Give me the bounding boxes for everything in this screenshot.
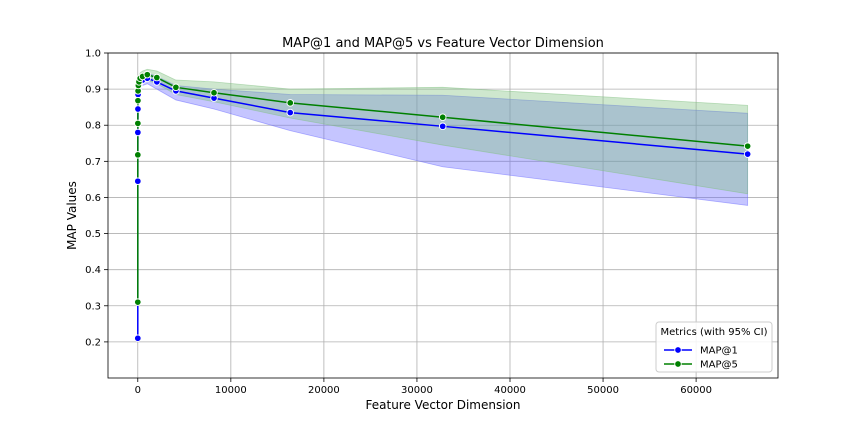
x-tick-label: 50000	[587, 385, 619, 396]
x-tick-label: 10000	[215, 385, 247, 396]
map5-legend-label: MAP@5	[700, 360, 738, 371]
x-tick-label: 60000	[680, 385, 712, 396]
axis-ticks: 0 10000 20000 30000 40000 50000 60000 0.2 0.3 0.4…	[85, 49, 712, 397]
map5-point	[143, 70, 152, 79]
map5-point	[286, 99, 294, 107]
map5-point	[134, 151, 142, 159]
map1-legend-label: MAP@1	[700, 346, 738, 357]
map1-legend-marker	[674, 346, 682, 354]
legend-entries: MAP@1 MAP@5	[664, 346, 738, 371]
map5-point	[134, 96, 142, 105]
map1-point	[743, 150, 752, 158]
x-tick-label: 30000	[401, 385, 433, 396]
x-axis-title: Feature Vector Dimension	[366, 398, 521, 412]
map5-point	[134, 119, 142, 128]
y-tick-label: 0.4	[85, 265, 101, 276]
map1-point	[134, 128, 142, 137]
y-tick-label: 1.0	[85, 49, 101, 60]
map5-point	[210, 88, 218, 97]
x-tick-label: 20000	[308, 385, 340, 396]
map5-point	[153, 73, 161, 82]
map1-point	[134, 105, 142, 113]
y-tick-label: 0.6	[85, 193, 101, 204]
y-axis-title: MAP Values	[65, 181, 79, 250]
y-tick-label: 0.5	[85, 229, 101, 240]
x-tick-label: 0	[135, 385, 141, 396]
y-tick-label: 0.3	[85, 301, 101, 312]
map5-point	[438, 113, 447, 122]
y-tick-label: 0.8	[85, 121, 101, 132]
y-tick-label: 0.7	[85, 157, 101, 168]
map5-point	[134, 298, 142, 306]
map5-point	[743, 142, 752, 150]
y-tick-label: 0.2	[85, 337, 101, 348]
map5-legend-marker	[674, 360, 682, 368]
map1-point	[134, 177, 142, 185]
map1-point	[286, 108, 294, 117]
map1-point	[438, 122, 447, 131]
map5-point	[172, 83, 180, 92]
plot-frame	[107, 52, 779, 379]
y-tick-label: 0.9	[85, 85, 101, 96]
legend-box	[655, 321, 773, 373]
chart-title: MAP@1 and MAP@5 vs Feature Vector Dimens…	[282, 36, 604, 51]
series-points	[134, 70, 752, 343]
legend-title: Metrics (with 95% CI)	[660, 327, 767, 338]
x-tick-label: 40000	[494, 385, 526, 396]
legend: Metrics (with 95% CI) MAP@1 MAP@5	[655, 321, 773, 373]
confidence-bands	[137, 68, 749, 342]
map1-point	[134, 334, 142, 343]
